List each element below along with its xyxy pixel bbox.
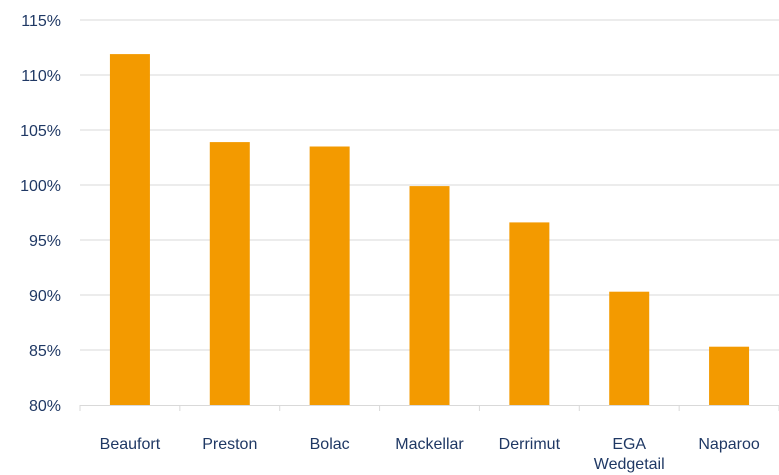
y-tick-label: 85% [29,343,61,360]
y-tick-label: 80% [29,398,61,415]
x-tick-label: Preston [202,436,257,453]
x-tick-label-line: Derrimut [499,436,561,453]
y-tick-label: 100% [20,178,61,195]
x-axis-tick-marks [79,405,779,411]
y-axis-tick-labels: 80% 85% 90% 95% 100% 105% 110% 115% [20,13,61,415]
x-axis-category-labels: Beaufort Preston Bolac Mackellar Derrimut EGA… [100,436,760,473]
y-tick-label: 105% [20,123,61,140]
x-tick-label-line: Naparoo [698,436,759,453]
bar-preston [209,142,250,405]
x-tick-label: Derrimut [499,436,561,453]
bar-derrimut [509,222,550,405]
bar-naparoo [709,346,750,405]
x-tick-label: EGA Wedgetail [594,436,665,473]
x-tick-label-line: Mackellar [395,436,464,453]
x-tick-label: Mackellar [395,436,464,453]
x-tick-label: Bolac [310,436,350,453]
bar-beaufort [109,54,150,405]
x-tick-label-line: Preston [202,436,257,453]
x-tick-label: Naparoo [698,436,759,453]
y-tick-label: 110% [21,68,61,85]
bar-mackellar [409,186,450,405]
x-tick-label-line: Beaufort [100,436,161,453]
y-tick-label: 90% [29,288,61,305]
bar-ega-wedgetail [609,291,650,405]
x-tick-label: Beaufort [100,436,161,453]
bars [109,54,750,405]
x-tick-label-line: Bolac [310,436,350,453]
x-tick-label-line: EGA [612,436,646,453]
y-tick-label: 115% [21,13,61,30]
x-tick-label-line: Wedgetail [594,456,665,473]
bar-bolac [309,146,350,405]
y-tick-label: 95% [29,233,61,250]
